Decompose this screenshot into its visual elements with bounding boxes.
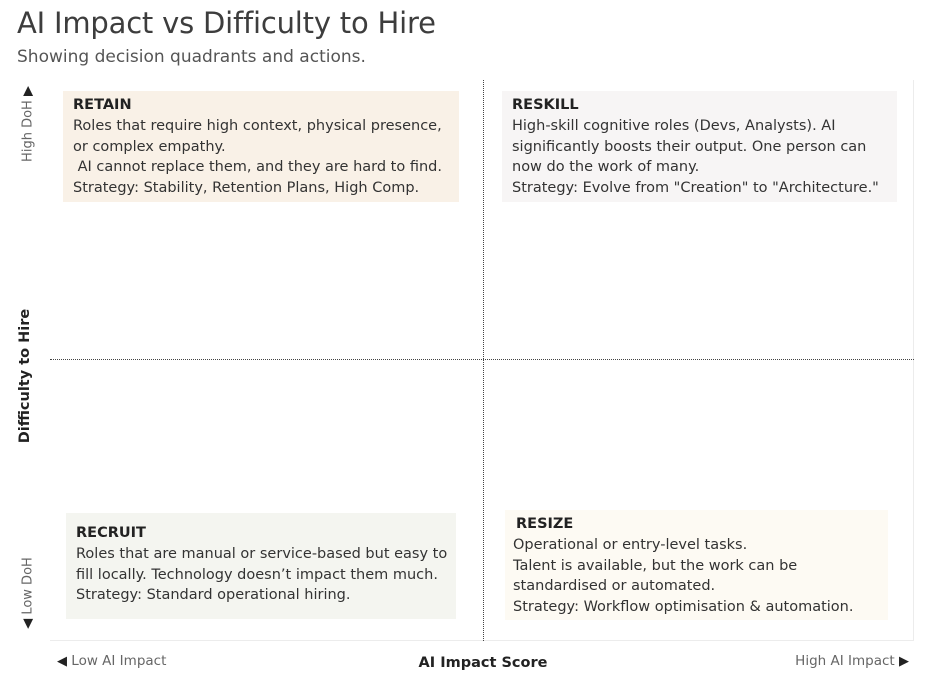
- quadrant-retain-line: AI cannot replace them, and they are har…: [73, 159, 442, 176]
- chart-subtitle: Showing decision quadrants and actions.: [17, 47, 366, 67]
- quadrant-reskill-line: now do the work of many.: [512, 159, 700, 176]
- quadrant-recruit: RECRUIT Roles that are manual or service…: [66, 513, 456, 619]
- arrow-up-icon: ▶: [20, 86, 36, 97]
- x-axis-title: AI Impact Score: [418, 655, 548, 671]
- y-tick-high: High DoH ▶: [21, 86, 36, 162]
- arrow-down-icon: ◀: [20, 618, 36, 629]
- vertical-divider: [483, 80, 484, 641]
- quadrant-resize-line: Operational or entry-level tasks.: [513, 536, 748, 553]
- quadrant-reskill-title: RESKILL: [512, 97, 579, 113]
- quadrant-reskill-line: Strategy: Evolve from "Creation" to "Arc…: [512, 180, 879, 197]
- y-tick-low: ◀ Low DoH: [21, 557, 36, 629]
- quadrant-retain-line: Roles that require high context, physica…: [73, 117, 442, 134]
- x-tick-high-label: High AI Impact: [795, 653, 895, 669]
- quadrant-reskill-line: significantly boosts their output. One p…: [512, 138, 867, 155]
- quadrant-resize-line: Talent is available, but the work can be: [513, 557, 798, 574]
- chart-title: AI Impact vs Difficulty to Hire: [17, 6, 436, 40]
- horizontal-divider: [50, 359, 914, 360]
- quadrant-resize-title: RESIZE: [516, 516, 574, 532]
- quadrant-resize-line: standardised or automated.: [513, 578, 716, 595]
- quadrant-retain-title: RETAIN: [73, 97, 132, 113]
- quadrant-retain-line: or complex empathy.: [73, 138, 226, 155]
- x-tick-high: High AI Impact ▶: [795, 653, 909, 669]
- quadrant-resize-line: Strategy: Workflow optimisation & automa…: [513, 599, 854, 616]
- y-tick-high-label: High DoH: [20, 100, 36, 162]
- quadrant-retain-line: Strategy: Stability, Retention Plans, Hi…: [73, 180, 420, 197]
- quadrant-recruit-line: Strategy: Standard operational hiring.: [76, 587, 351, 604]
- quadrant-recruit-line: Roles that are manual or service-based b…: [76, 545, 448, 562]
- y-tick-low-label: Low DoH: [20, 557, 36, 615]
- x-tick-low: ◀ Low AI Impact: [57, 653, 166, 669]
- y-axis-title: Difficulty to Hire: [17, 308, 33, 444]
- arrow-right-icon: ▶: [899, 654, 909, 669]
- arrow-left-icon: ◀: [57, 654, 67, 669]
- quadrant-recruit-title: RECRUIT: [76, 525, 146, 541]
- quadrant-retain: RETAIN Roles that require high context, …: [63, 91, 459, 202]
- quadrant-recruit-line: fill locally. Technology doesn’t impact …: [76, 566, 438, 583]
- quadrant-reskill: RESKILL High-skill cognitive roles (Devs…: [502, 91, 897, 202]
- quadrant-reskill-line: High-skill cognitive roles (Devs, Analys…: [512, 117, 836, 134]
- x-tick-low-label: Low AI Impact: [71, 653, 167, 669]
- quadrant-resize: RESIZE Operational or entry-level tasks.…: [505, 510, 888, 620]
- plot-area: [50, 80, 914, 641]
